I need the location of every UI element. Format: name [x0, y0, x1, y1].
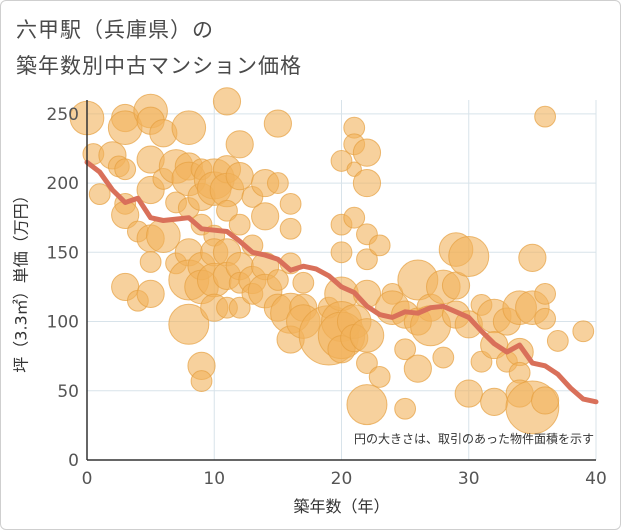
data-bubble — [394, 397, 417, 420]
data-bubble — [368, 234, 391, 257]
y-tick-label: 150 — [47, 243, 79, 263]
data-bubble — [394, 338, 417, 361]
y-axis-title: 坪（3.3㎡）単価（万円） — [12, 187, 31, 372]
data-bubble — [171, 110, 207, 145]
y-tick-label: 250 — [47, 105, 79, 125]
data-bubble — [266, 172, 289, 194]
x-tick-label: 0 — [82, 469, 93, 489]
title-line-1: 六甲駅（兵庫県）の — [16, 18, 214, 42]
data-bubble — [168, 303, 210, 345]
axes — [86, 100, 596, 461]
data-bubble — [263, 109, 292, 138]
data-bubble — [352, 138, 382, 167]
data-bubble — [518, 243, 547, 272]
y-tick-labels: 0 50 100 150 200 250 — [47, 105, 79, 471]
data-bubble — [146, 218, 181, 253]
data-bubble — [136, 279, 165, 308]
x-axis-title: 築年数（年） — [293, 497, 389, 516]
average-price-line — [84, 159, 599, 405]
data-bubble — [279, 217, 302, 240]
data-bubble — [546, 330, 569, 352]
x-tick-labels: 0 10 20 30 40 — [82, 469, 607, 489]
y-tick-label: 0 — [68, 451, 79, 471]
bubble-size-note: 円の大きさは、取引のあった物件面積を示す — [354, 431, 594, 446]
data-bubble — [88, 183, 111, 206]
x-tick-label: 10 — [203, 469, 225, 489]
data-bubble — [216, 199, 238, 222]
data-bubble — [432, 346, 455, 369]
data-bubble — [279, 192, 302, 215]
data-bubble — [352, 168, 382, 198]
data-bubble — [368, 366, 391, 388]
y-tick-label: 50 — [57, 382, 79, 402]
data-bubble — [480, 387, 509, 416]
data-bubble — [330, 241, 353, 264]
data-bubble — [330, 150, 353, 172]
data-bubble — [225, 162, 254, 191]
data-bubble — [534, 282, 556, 305]
data-bubble — [349, 318, 385, 353]
title-line-2: 築年数別中古マンション価格 — [16, 54, 302, 78]
data-bubble — [534, 105, 556, 128]
data-bubble — [251, 202, 280, 231]
data-bubble — [114, 158, 137, 181]
data-bubble — [228, 296, 251, 319]
data-bubble — [448, 235, 490, 277]
data-bubble — [356, 248, 378, 271]
data-bubble — [292, 271, 315, 294]
bubble-layer — [69, 87, 595, 435]
data-bubble — [212, 87, 242, 116]
data-bubble — [346, 384, 388, 426]
data-bubble — [454, 379, 483, 408]
data-bubble — [343, 206, 366, 229]
data-bubble — [356, 352, 378, 374]
x-tick-label: 30 — [458, 469, 480, 489]
data-bubble — [572, 320, 595, 343]
data-bubble — [531, 386, 560, 415]
y-tick-label: 100 — [47, 313, 79, 333]
data-bubble — [266, 269, 289, 291]
data-bubble — [139, 251, 162, 273]
data-bubble — [228, 213, 251, 236]
x-tick-label: 20 — [331, 469, 353, 489]
chart-title: 六甲駅（兵庫県）の 築年数別中古マンション価格 — [16, 12, 302, 84]
data-bubble — [190, 370, 213, 392]
data-bubble — [534, 307, 556, 330]
data-bubble — [225, 130, 254, 159]
x-tick-label: 40 — [585, 469, 607, 489]
data-bubble — [403, 354, 432, 383]
y-tick-label: 200 — [47, 174, 79, 194]
